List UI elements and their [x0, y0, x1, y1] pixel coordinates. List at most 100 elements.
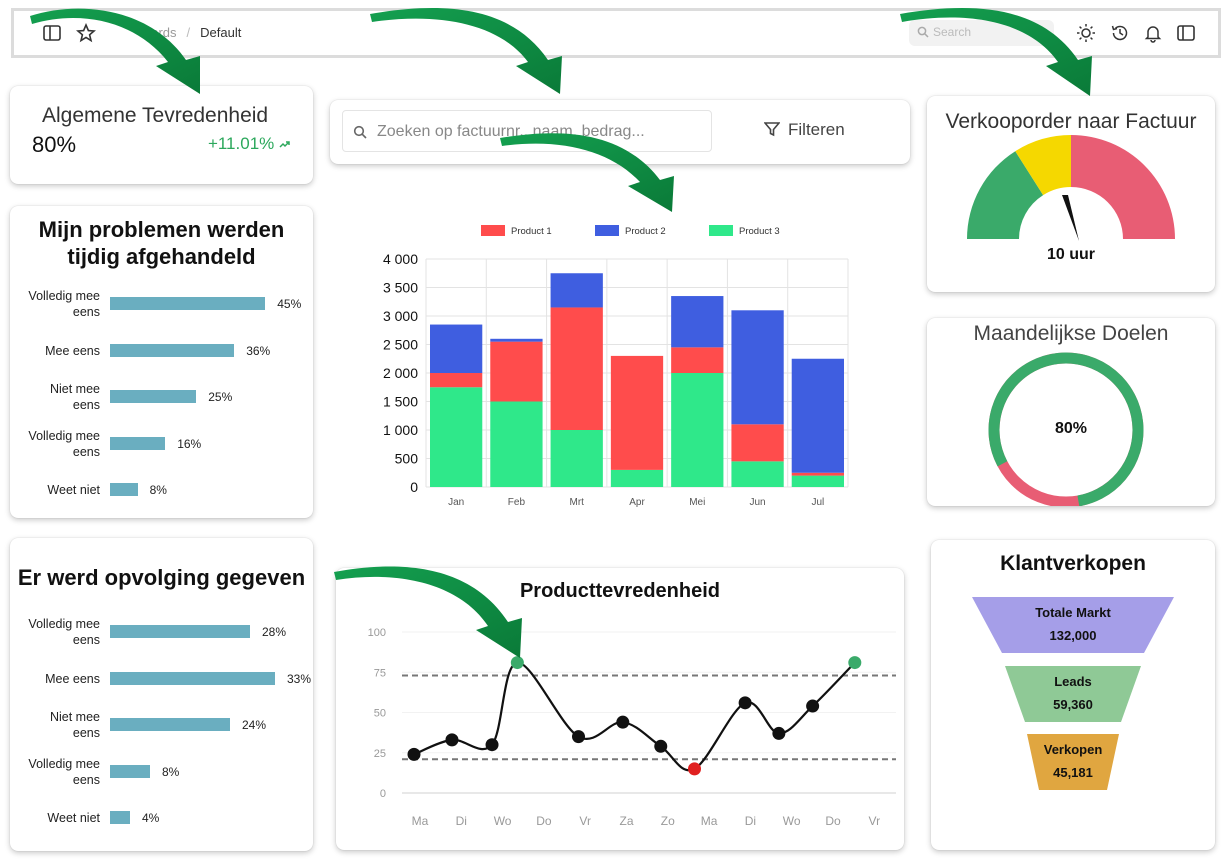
funnel-stage-shape — [1027, 734, 1119, 790]
y-tick-label: 100 — [368, 627, 386, 639]
bar-segment — [671, 347, 724, 373]
star-icon[interactable] — [76, 23, 96, 43]
data-point — [445, 733, 459, 747]
x-tick-label: Zo — [661, 814, 675, 828]
survey1-title: Mijn problemen werden tijdig afgehandeld — [38, 217, 285, 269]
line-chart: 0 25 50 75 100 Ma Di Wo Do Vr Za Zo Ma Di Wo Do Vr — [368, 627, 896, 828]
survey-row: Weet niet 8% — [10, 474, 313, 508]
data-point — [407, 747, 421, 761]
funnel-stage-label: Totale Markt 132,000 — [1035, 605, 1111, 643]
x-tick-label: Vr — [579, 814, 591, 828]
x-tick-label: Ma — [412, 814, 429, 828]
survey-row: Mee eens 33% — [10, 663, 313, 697]
x-tick-label: Di — [745, 814, 756, 828]
survey-row: Niet mee eens 24% — [10, 709, 313, 743]
kpi-value: 80% — [32, 132, 77, 157]
y-tick-label: 50 — [374, 708, 386, 720]
survey-row-pct: 25% — [208, 390, 233, 404]
survey-row: Mee eens 36% — [10, 335, 313, 369]
survey-row-pct: 4% — [142, 811, 160, 825]
survey2-title: Er werd opvolging gegeven — [17, 565, 306, 590]
kpi-delta: +11.01% — [208, 134, 291, 154]
y-tick-label: 2 000 — [383, 365, 418, 381]
panel-toggle-icon[interactable] — [1176, 23, 1196, 43]
filter-icon — [763, 122, 781, 137]
bar-segment — [791, 475, 844, 487]
gauge-chart — [967, 135, 1175, 241]
bar-segment — [671, 296, 724, 348]
survey-row-bar — [110, 811, 130, 824]
survey-row-pct: 8% — [162, 764, 180, 779]
bar-segment — [490, 401, 543, 487]
survey-row-pct: 36% — [246, 343, 271, 358]
filter-label: Filteren — [788, 120, 845, 139]
breadcrumb-separator: / — [186, 25, 191, 40]
search-icon — [353, 125, 367, 139]
data-point — [654, 739, 668, 753]
survey-row-bar — [110, 390, 197, 403]
survey-row-label: Mee eens — [45, 343, 100, 358]
survey-row-label: Volledig mee eens — [28, 428, 100, 459]
survey-row-label: Volledig mee eens — [28, 289, 100, 319]
bell-icon[interactable] — [1143, 23, 1163, 43]
survey-row-bar — [110, 671, 275, 685]
kpi-delta-value: +11.01% — [207, 134, 275, 153]
data-point — [616, 715, 630, 729]
survey-row-pct: 45% — [277, 297, 302, 311]
survey-row: Weet niet 4% — [10, 802, 313, 836]
bar-segment — [731, 424, 784, 462]
x-tick-label: Feb — [508, 497, 526, 508]
legend-label: Product 2 — [625, 226, 666, 237]
x-tick-label: Wo — [783, 814, 801, 828]
donut-progress — [988, 352, 1144, 506]
bar-segment — [490, 338, 543, 342]
gauge-title: Verkooporder naar Factuur — [945, 110, 1197, 133]
bar-segment — [610, 355, 664, 470]
trend-up-icon — [279, 141, 290, 148]
survey-row-pct: 8% — [149, 483, 167, 497]
top-bar: oards / Default Search — [11, 8, 1221, 58]
donut-chart — [988, 352, 1144, 506]
survey-row-pct: 16% — [177, 436, 202, 451]
sun-icon[interactable] — [1076, 23, 1096, 43]
data-point — [510, 656, 524, 670]
invoice-search-placeholder: Zoeken op factuurnr., naam, bedrag... — [377, 123, 645, 140]
search-filter-card: Zoeken op factuurnr., naam, bedrag... Fi… — [330, 100, 910, 164]
filter-button[interactable]: Filteren — [763, 120, 845, 140]
breadcrumb-parent[interactable]: oards — [144, 25, 177, 40]
gauge-segment — [967, 151, 1044, 239]
data-point — [688, 762, 702, 776]
bar-segment — [791, 358, 844, 473]
donut-card: Maandelijkse Doelen 80% — [927, 318, 1215, 506]
kpi-title: Algemene Tevredenheid — [42, 104, 269, 127]
history-icon[interactable] — [1110, 23, 1130, 43]
sidebar-toggle-icon[interactable] — [42, 23, 62, 43]
x-tick-label: Za — [619, 814, 633, 828]
y-tick-label: 0 — [380, 788, 386, 800]
funnel-stage-label: Verkopen 45,181 — [1043, 742, 1103, 780]
data-point — [738, 696, 752, 710]
survey-row-pct: 24% — [242, 718, 267, 732]
y-tick-label: 25 — [374, 748, 386, 760]
survey-row-label: Volledig mee eens — [28, 756, 100, 787]
funnel-stage-shape — [972, 597, 1174, 653]
y-tick-label: 2 500 — [383, 337, 418, 353]
gauge-value-label: 10 uur — [1046, 246, 1095, 263]
funnel-title: Klantverkopen — [1000, 552, 1146, 575]
survey-row-bar — [110, 436, 166, 450]
data-point — [572, 730, 586, 744]
legend-swatch — [481, 225, 505, 236]
gauge-needle — [1062, 195, 1079, 241]
invoice-search-input[interactable]: Zoeken op factuurnr., naam, bedrag... — [342, 110, 712, 152]
top-search-placeholder: Search — [933, 25, 972, 39]
survey-row-bar — [110, 297, 266, 310]
data-point — [806, 699, 820, 713]
x-tick-label: Jun — [750, 497, 766, 508]
survey-card-handled-on-time: Mijn problemen werden tijdig afgehandeld … — [10, 206, 313, 518]
gauge-card: Verkooporder naar Factuur 10 uur — [927, 96, 1215, 292]
top-search-input[interactable]: Search — [909, 20, 1054, 46]
bar-segment — [430, 324, 483, 373]
line-chart-card: Producttevredenheid 0 25 50 75 100 Ma Di Wo Do Vr… — [336, 568, 904, 850]
data-point — [772, 726, 786, 740]
funnel-stage-label: Leads 59,360 — [1053, 674, 1093, 712]
